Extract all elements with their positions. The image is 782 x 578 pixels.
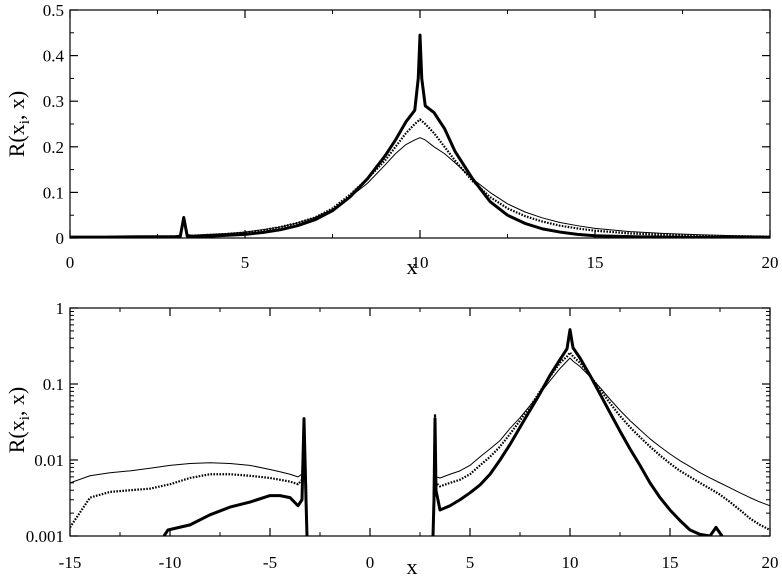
y-tick-label: 0.1 — [43, 183, 64, 202]
y-tick-label: 0.3 — [43, 92, 64, 111]
series-line-thick-solid-1 — [431, 328, 724, 536]
top-linear-chart: 0 5 10 15 20 0 0.1 0.2 0.3 0.4 0.5 x R(xi, x) — [4, 1, 779, 279]
x-axis-label: x — [407, 254, 418, 279]
x-tick-label: -5 — [263, 553, 277, 572]
x-tick-label: -10 — [159, 553, 182, 572]
y-tick-label: 0 — [56, 229, 65, 248]
series-line-thin-solid-2 — [70, 137, 770, 237]
y-tick-label: 1 — [56, 299, 65, 318]
series-line-dotted-3 — [431, 351, 770, 536]
series-line-thin-solid-5 — [432, 357, 770, 536]
series-line-dotted-2 — [70, 422, 309, 536]
series-group — [70, 328, 770, 536]
x-tick-label: 15 — [662, 553, 679, 572]
x-tick-label: -15 — [59, 553, 82, 572]
y-tick-label: 0.2 — [43, 138, 64, 157]
x-tick-label: 5 — [466, 553, 475, 572]
x-tick-label: 20 — [762, 253, 779, 272]
bottom-log-chart: -15 -10 -5 0 5 10 15 20 0.001 0.01 0.1 1 x R(xi, x) — [4, 299, 779, 578]
y-tick-label: 0.1 — [43, 375, 64, 394]
x-tick-label: 15 — [587, 253, 604, 272]
y-axis-label: R(xi, x) — [4, 387, 33, 454]
series-group — [70, 33, 770, 238]
x-tick-label: 10 — [412, 253, 429, 272]
y-tick-label: 0.4 — [43, 47, 65, 66]
x-tick-label: 0 — [366, 553, 375, 572]
y-tick-label: 0.01 — [34, 451, 64, 470]
x-tick-label: 20 — [762, 553, 779, 572]
series-line-thin-solid-4 — [70, 429, 308, 536]
y-axis-label: R(xi, x) — [4, 91, 33, 158]
y-tick-label: 0.001 — [26, 527, 64, 546]
y-tick-label: 0.5 — [43, 1, 64, 20]
x-axis-label: x — [407, 554, 418, 578]
x-tick-label: 5 — [241, 253, 250, 272]
x-tick-label: 10 — [562, 553, 579, 572]
x-tick-label: 0 — [66, 253, 75, 272]
